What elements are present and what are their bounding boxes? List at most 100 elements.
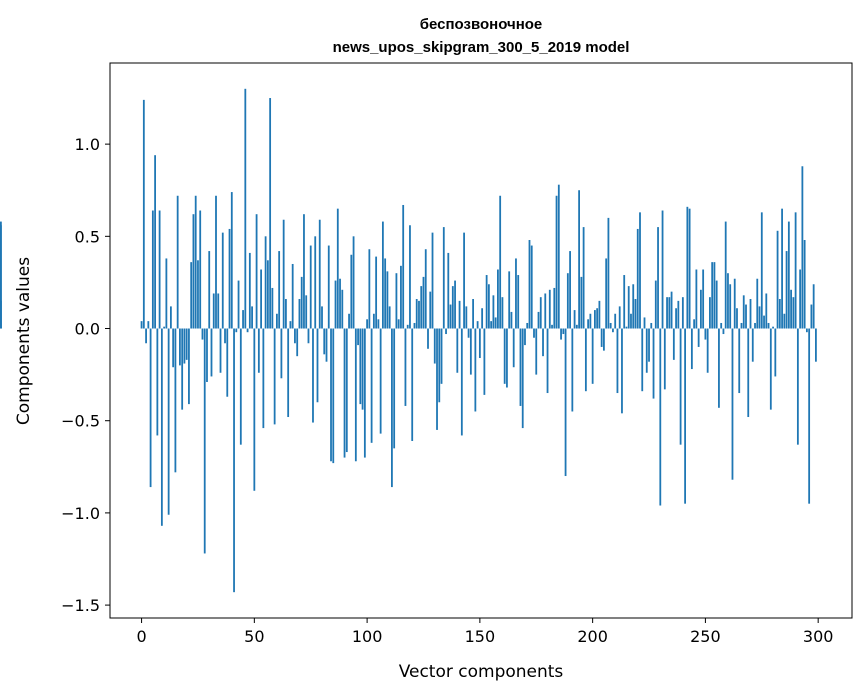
bar <box>675 308 677 329</box>
bar <box>167 328 170 515</box>
bar <box>269 98 272 329</box>
bar <box>287 328 290 418</box>
bar <box>185 328 188 360</box>
bar <box>749 299 752 329</box>
x-tick-label: 250 <box>690 627 721 646</box>
bar <box>812 284 815 329</box>
bar <box>733 278 736 329</box>
bar <box>395 273 398 329</box>
bar <box>183 328 186 364</box>
bar <box>699 289 702 329</box>
bar <box>650 322 653 329</box>
bar <box>803 240 806 329</box>
bar <box>679 328 682 445</box>
bar <box>406 324 409 329</box>
bar <box>176 195 179 329</box>
bar <box>778 299 781 329</box>
bar <box>571 328 574 412</box>
bar <box>244 88 247 329</box>
bar <box>742 295 745 329</box>
x-tick-label: 50 <box>244 627 264 646</box>
bar <box>623 275 626 329</box>
bar <box>314 236 317 329</box>
bar <box>305 295 308 329</box>
x-tick-label: 150 <box>465 627 496 646</box>
bar <box>271 287 274 329</box>
bar <box>560 328 562 340</box>
bar <box>630 313 632 329</box>
bar <box>321 306 323 329</box>
bar <box>663 328 666 390</box>
bar <box>510 311 513 329</box>
bar <box>169 306 172 329</box>
bar <box>542 328 544 357</box>
bar <box>790 289 792 329</box>
bar <box>303 214 305 329</box>
bar <box>372 313 375 329</box>
bar <box>251 306 253 329</box>
bar <box>235 328 238 333</box>
bar <box>530 245 533 329</box>
bar <box>785 251 788 329</box>
bar <box>517 275 520 329</box>
bar <box>420 286 423 329</box>
bar <box>657 227 659 329</box>
bar <box>763 315 765 329</box>
bar <box>526 322 529 329</box>
bar <box>729 284 732 329</box>
bar <box>174 328 177 473</box>
bar <box>589 313 592 329</box>
x-tick-label: 100 <box>352 627 383 646</box>
bar <box>210 328 213 377</box>
y-tick-label: −0.5 <box>61 412 100 431</box>
bar <box>384 258 387 329</box>
bar <box>242 310 244 329</box>
bar <box>605 258 608 329</box>
chart-title: беспозвоночное <box>420 16 543 33</box>
bar <box>474 328 477 412</box>
x-axis-label: Vector components <box>399 662 564 682</box>
x-tick-label: 300 <box>803 627 834 646</box>
bar <box>366 319 368 329</box>
bar <box>212 293 215 329</box>
bar <box>449 304 452 329</box>
bar <box>266 260 269 329</box>
bar <box>652 328 655 399</box>
bar <box>192 214 195 329</box>
bar <box>397 319 400 329</box>
bar <box>451 286 454 329</box>
bar <box>323 328 326 355</box>
bar <box>487 284 490 329</box>
bar <box>584 328 587 392</box>
bar <box>792 297 795 329</box>
bar <box>805 328 808 333</box>
bar <box>431 232 434 329</box>
bar <box>580 276 583 329</box>
y-tick-label: −1.5 <box>61 596 100 615</box>
bar <box>456 328 459 373</box>
bar <box>760 212 763 329</box>
bar <box>625 326 628 329</box>
bar <box>418 300 420 329</box>
bar <box>226 328 229 397</box>
bar <box>738 328 741 394</box>
bar <box>672 328 675 360</box>
bar <box>296 328 299 357</box>
bar <box>765 293 768 329</box>
bar <box>253 328 256 491</box>
bar <box>388 306 391 329</box>
bar <box>280 328 283 379</box>
bar <box>697 328 700 347</box>
bar <box>354 328 357 462</box>
bar <box>754 322 756 329</box>
bar <box>506 328 508 388</box>
bar <box>519 328 522 406</box>
bar <box>294 328 296 344</box>
bar <box>368 249 371 329</box>
y-tick-label: 1.0 <box>75 135 100 154</box>
bar <box>165 258 168 329</box>
bar <box>233 328 235 593</box>
bar <box>612 328 614 333</box>
bar <box>808 328 811 504</box>
x-tick-label: 0 <box>136 627 146 646</box>
